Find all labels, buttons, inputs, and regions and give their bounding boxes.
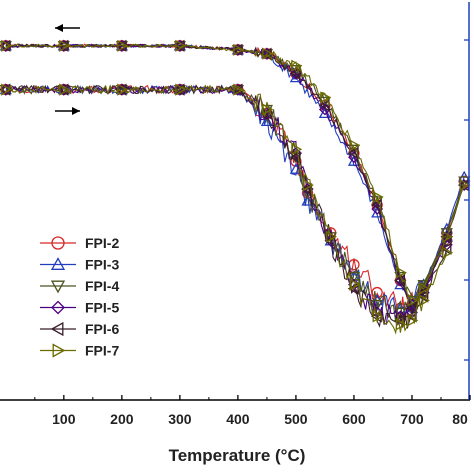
- series-fpi-7-cooling-line: [5, 43, 465, 306]
- arrow-heating: [55, 107, 80, 115]
- series-fpi-3-cooling-point: [347, 154, 361, 166]
- x-tick-label: 80: [452, 411, 468, 427]
- series-fpi-7-heating-point: [442, 246, 454, 259]
- series-fpi-7-cooling-point: [349, 139, 361, 152]
- legend-marker: [50, 321, 64, 337]
- legend-item-fpi-5: FPI-5: [40, 300, 119, 316]
- series-fpi-6-heating-point: [394, 314, 406, 327]
- series-fpi-7-cooling-point: [418, 282, 430, 295]
- arrow-cooling: [55, 24, 80, 32]
- legend-label: FPI-6: [85, 321, 119, 337]
- series-fpi-7-cooling-point: [407, 294, 419, 307]
- arrow-heating-head: [72, 107, 80, 115]
- x-tick-label: 400: [226, 411, 250, 427]
- series-fpi-7-heating-point: [326, 230, 338, 243]
- series-fpi-2-heating-point: [348, 259, 360, 271]
- series-fpi-7-cooling-point: [291, 59, 303, 72]
- x-tick-label: 200: [110, 411, 134, 427]
- series-fpi-7-cooling-point: [175, 39, 187, 52]
- series-fpi-7-cooling-point: [262, 47, 274, 60]
- x-axis-title: Temperature (°C): [169, 446, 306, 465]
- series-fpi-5-cooling-line: [5, 43, 465, 308]
- series-fpi-7-heating-point: [117, 83, 129, 96]
- series-fpi-7-heating-point: [262, 103, 274, 116]
- legend: FPI-2 FPI-3 FPI-4 FPI-5 FPI-6 FPI-7: [40, 235, 119, 359]
- series-fpi-7-cooling-point: [372, 190, 384, 204]
- legend-label: FPI-3: [85, 257, 119, 273]
- series-fpi-7-cooling-point: [59, 39, 71, 52]
- x-tick-label: 600: [342, 411, 366, 427]
- legend-item-fpi-2: FPI-2: [40, 235, 119, 251]
- series-fpi-7-cooling-point: [395, 266, 407, 279]
- series-fpi-7-heating-point: [349, 278, 361, 291]
- legend-label: FPI-7: [85, 343, 119, 359]
- series-fpi-2-heating-point: [371, 286, 383, 299]
- series-fpi-7-heating-point: [407, 314, 419, 327]
- series-fpi-7-heating-point: [59, 83, 71, 96]
- legend-item-fpi-6: FPI-6: [40, 321, 119, 337]
- legend-marker: [50, 280, 66, 294]
- series-fpi-6-cooling-point: [347, 147, 359, 160]
- series-fpi-6-heating-point: [405, 310, 417, 323]
- series-fpi-6-cooling-point: [289, 67, 301, 80]
- x-tick-label: 500: [284, 411, 308, 427]
- series-fpi-7-cooling-point: [459, 178, 471, 192]
- legend-item-fpi-4: FPI-4: [40, 278, 119, 294]
- series-fpi-3-heating-point: [301, 194, 314, 206]
- series-fpi-7-heating-point: [1, 83, 13, 96]
- series-fpi-7-heating-point: [291, 143, 303, 156]
- series-fpi-7-heating-point: [395, 318, 407, 331]
- series-fpi-6-heating-point: [440, 242, 452, 255]
- plot-area: [0, 24, 471, 335]
- series-fpi-6-heating-point: [289, 151, 301, 164]
- x-tick-label: 700: [400, 411, 424, 427]
- series-fpi-7-heating-point: [233, 83, 245, 96]
- x-tick-label: 100: [52, 411, 76, 427]
- legend-item-fpi-3: FPI-3: [40, 257, 119, 273]
- legend-label: FPI-4: [85, 278, 119, 294]
- series-fpi-4-heating-point: [347, 271, 361, 283]
- series-fpi-7-cooling-point: [442, 230, 454, 243]
- legend-marker: [50, 257, 66, 270]
- series-fpi-4-cooling-line: [5, 43, 465, 298]
- axes: 100 200 300 400 500 600 700 80: [0, 2, 471, 427]
- legend-label: FPI-2: [85, 235, 119, 251]
- series-fpi-6-cooling-point: [370, 198, 382, 212]
- series-fpi-7-heating-point: [372, 310, 384, 323]
- series-fpi-6-cooling-point: [318, 99, 330, 112]
- legend-marker: [51, 300, 65, 315]
- legend-marker: [52, 343, 66, 358]
- arrow-cooling-head: [55, 24, 63, 32]
- legend-marker: [51, 236, 65, 250]
- series-fpi-7-cooling-point: [233, 43, 245, 56]
- series-fpi-7-heating-point: [175, 83, 187, 96]
- series-fpi-7-cooling-point: [117, 39, 129, 52]
- legend-item-fpi-7: FPI-7: [40, 343, 119, 359]
- series-fpi-4-heating-point: [371, 299, 384, 311]
- series-fpi-6-heating-point: [347, 282, 359, 295]
- series-fpi-3-heating-point: [260, 115, 274, 127]
- series-fpi-7-cooling-point: [320, 91, 332, 104]
- series-fpi-7: [1, 39, 471, 335]
- legend-label: FPI-5: [85, 300, 119, 316]
- series-fpi-7-cooling-point: [1, 39, 13, 52]
- series-fpi-7-heating-point: [418, 294, 430, 307]
- series-fpi-7-heating-point: [302, 178, 314, 192]
- x-tick-label: 300: [168, 411, 192, 427]
